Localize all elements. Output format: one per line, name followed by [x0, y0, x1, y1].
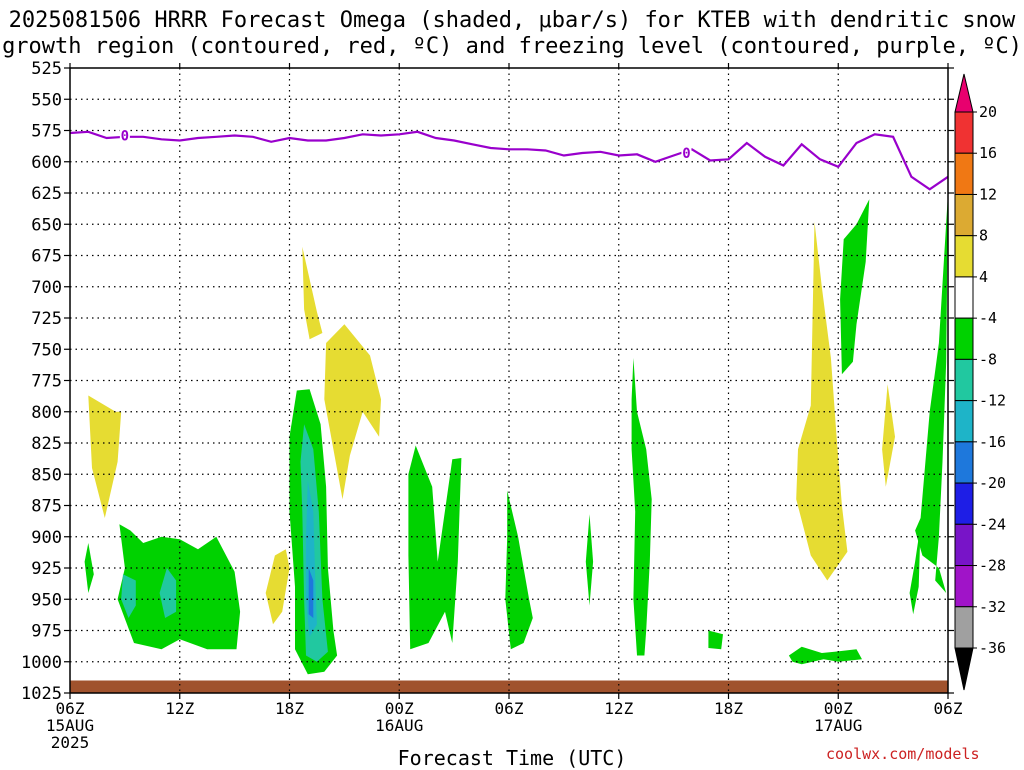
omega-region — [915, 193, 948, 593]
omega-region — [324, 324, 381, 500]
colorbar-label: -32 — [979, 598, 1006, 616]
colorbar-label: -28 — [979, 557, 1006, 575]
omega-region — [585, 514, 594, 606]
x-tick-label: 18Z — [714, 699, 743, 718]
omega-region — [84, 543, 94, 593]
x-tick-label: 06Z — [934, 699, 963, 718]
colorbar-label: 12 — [979, 185, 997, 203]
y-tick-label: 950 — [31, 590, 62, 610]
y-tick-label: 575 — [31, 122, 62, 142]
x-year-label: 2025 — [51, 733, 90, 752]
omega-region — [796, 221, 848, 581]
x-date-label: 16AUG — [375, 716, 423, 735]
chart-title-line1: 2025081506 HRRR Forecast Omega (shaded, … — [8, 8, 1016, 33]
colorbar-box — [954, 523, 974, 567]
colorbar-box — [954, 565, 974, 608]
colorbar-box — [954, 193, 974, 237]
colorbar-box — [954, 317, 974, 360]
y-tick-label: 600 — [31, 153, 62, 173]
x-tick-label: 06Z — [495, 699, 524, 718]
x-tick-label: 12Z — [165, 699, 194, 718]
colorbar-bottom-arrow — [954, 647, 974, 691]
y-tick-label: 1000 — [21, 653, 62, 673]
colorbar-box — [954, 111, 974, 154]
omega-region — [159, 568, 177, 618]
y-tick-label: 650 — [31, 215, 62, 235]
y-tick-label: 550 — [31, 90, 62, 110]
y-tick-label: 825 — [31, 434, 62, 454]
colorbar-label: -20 — [979, 474, 1006, 492]
y-tick-label: 925 — [31, 559, 62, 579]
y-tick-label: 875 — [31, 497, 62, 517]
omega-region — [909, 524, 921, 615]
colorbar-label: -4 — [979, 309, 997, 327]
colorbar-label: 4 — [979, 268, 988, 286]
freezing-level-label: 0 — [682, 146, 690, 162]
credit-text: coolwx.com/models — [826, 745, 980, 763]
colorbar-box — [954, 482, 974, 525]
y-tick-label: 975 — [31, 622, 62, 642]
colorbar-box — [954, 235, 974, 278]
y-tick-label: 625 — [31, 184, 62, 204]
ground-fill — [70, 680, 948, 693]
y-tick-label: 775 — [31, 372, 62, 392]
omega-region — [265, 549, 290, 625]
y-tick-label: 850 — [31, 465, 62, 485]
y-tick-label: 800 — [31, 403, 62, 423]
y-tick-label: 1025 — [21, 684, 62, 704]
omega-region — [840, 199, 870, 375]
colorbar-box — [954, 152, 974, 195]
omega-region — [882, 384, 895, 487]
x-tick-label: 00Z — [385, 699, 414, 718]
omega-region — [788, 646, 862, 665]
colorbar-label: 8 — [979, 227, 988, 245]
omega-region — [121, 574, 136, 618]
freezing-label-bg — [681, 145, 692, 161]
x-date-label: 15AUG — [46, 716, 94, 735]
colorbar-label: 20 — [979, 103, 997, 121]
colorbar-label: 16 — [979, 144, 997, 162]
omega-region — [117, 524, 241, 650]
x-axis-label: Forecast Time (UTC) — [397, 746, 627, 770]
colorbar-label: -36 — [979, 639, 1006, 657]
colorbar-label: -24 — [979, 515, 1006, 533]
freezing-label-bg — [119, 127, 130, 144]
y-tick-label: 675 — [31, 247, 62, 267]
freezing-level-label: 0 — [121, 129, 129, 145]
y-tick-label: 750 — [31, 340, 62, 360]
omega-region — [302, 246, 323, 340]
omega-region — [708, 630, 723, 650]
x-tick-label: 06Z — [56, 699, 85, 718]
omega-region — [88, 395, 122, 518]
omega-region — [505, 490, 533, 650]
colorbar-top-arrow — [954, 73, 974, 113]
y-tick-label: 725 — [31, 309, 62, 329]
colorbar-label: -12 — [979, 392, 1006, 410]
colorbar-box — [954, 441, 974, 484]
omega-region — [408, 445, 462, 650]
x-date-label: 17AUG — [814, 716, 862, 735]
colorbar-box — [954, 276, 974, 319]
y-tick-label: 700 — [31, 278, 62, 298]
y-tick-label: 525 — [31, 59, 62, 79]
colorbar-label: -8 — [979, 350, 997, 368]
x-tick-label: 12Z — [604, 699, 633, 718]
colorbar-box — [954, 400, 974, 443]
omega-region — [631, 358, 652, 656]
x-tick-label: 18Z — [275, 699, 304, 718]
chart-title-line2: growth region (contoured, red, ºC) and f… — [2, 34, 1022, 59]
colorbar-box — [954, 606, 974, 649]
colorbar-box — [954, 358, 974, 402]
freezing-level-line — [69, 130, 949, 191]
omega-region — [308, 568, 314, 618]
y-tick-label: 900 — [31, 528, 62, 548]
x-tick-label: 00Z — [824, 699, 853, 718]
colorbar-label: -16 — [979, 433, 1006, 451]
